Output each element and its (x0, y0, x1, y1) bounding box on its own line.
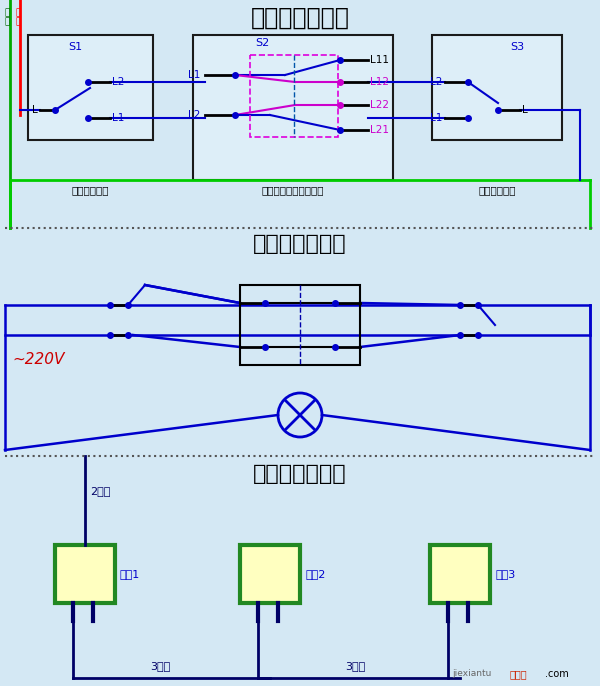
Text: L2: L2 (430, 77, 442, 87)
Text: 3根线: 3根线 (150, 661, 170, 671)
FancyBboxPatch shape (430, 545, 490, 603)
FancyBboxPatch shape (240, 545, 300, 603)
Text: L22: L22 (370, 100, 389, 110)
Text: L1: L1 (112, 113, 124, 123)
Text: L1: L1 (188, 70, 200, 80)
FancyBboxPatch shape (432, 35, 562, 140)
Text: 开关3: 开关3 (495, 569, 515, 579)
Text: 单开双控开关: 单开双控开关 (478, 185, 516, 195)
FancyBboxPatch shape (193, 35, 393, 180)
Text: 火
线: 火 线 (16, 8, 20, 26)
FancyBboxPatch shape (0, 228, 600, 456)
FancyBboxPatch shape (0, 456, 600, 686)
Text: L1: L1 (430, 113, 442, 123)
Text: 零
线: 零 线 (4, 8, 10, 26)
Text: 开关2: 开关2 (305, 569, 325, 579)
Text: L2: L2 (112, 77, 124, 87)
Text: jiexiantu: jiexiantu (452, 670, 491, 678)
Text: L: L (522, 105, 528, 115)
Text: S2: S2 (255, 38, 269, 48)
Text: L: L (32, 105, 38, 115)
Text: S1: S1 (68, 42, 82, 52)
Text: .com: .com (545, 669, 569, 679)
Text: 接线图: 接线图 (510, 669, 527, 679)
Text: L12: L12 (370, 77, 389, 87)
Text: ~220V: ~220V (12, 353, 64, 368)
Text: 三控开关原理图: 三控开关原理图 (253, 234, 347, 254)
FancyBboxPatch shape (28, 35, 153, 140)
Text: 单开双控开关: 单开双控开关 (71, 185, 109, 195)
Text: 三控开关布线图: 三控开关布线图 (253, 464, 347, 484)
FancyBboxPatch shape (55, 545, 115, 603)
Text: 开关1: 开关1 (120, 569, 140, 579)
Text: 2根线: 2根线 (90, 486, 110, 496)
Text: L21: L21 (370, 125, 389, 135)
FancyBboxPatch shape (0, 0, 600, 228)
Text: 三控开关接线图: 三控开关接线图 (251, 6, 349, 30)
Text: S3: S3 (510, 42, 524, 52)
Text: 3根线: 3根线 (345, 661, 365, 671)
Text: 中途开关（三控开关）: 中途开关（三控开关） (262, 185, 324, 195)
Text: L11: L11 (370, 55, 389, 65)
Text: L2: L2 (188, 110, 200, 120)
